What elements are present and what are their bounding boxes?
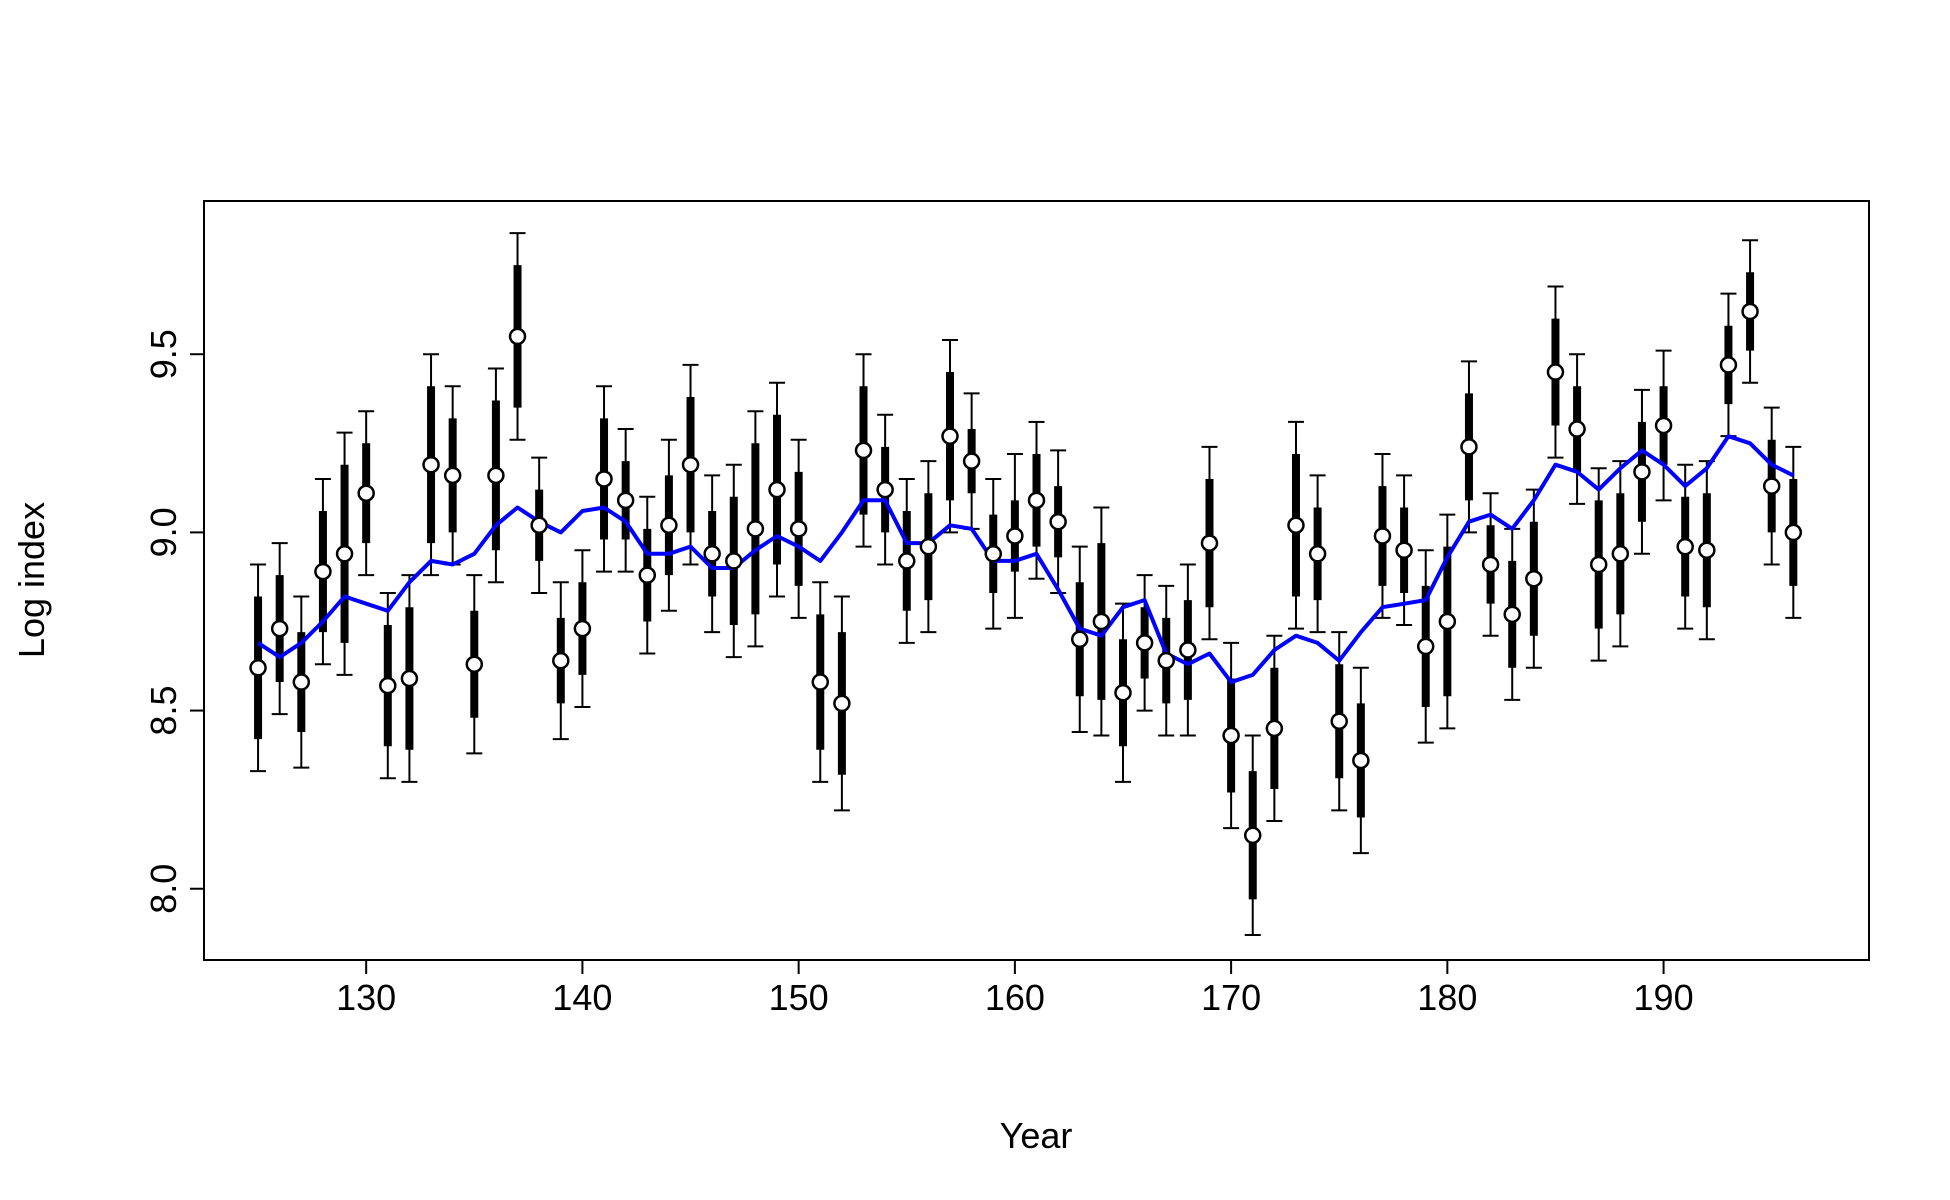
data-point (270, 619, 289, 638)
data-point (422, 455, 440, 474)
data-point (573, 619, 592, 638)
data-point (1416, 637, 1435, 656)
x-tick-label: 180 (1417, 977, 1477, 1018)
y-axis-label: Log index (11, 502, 52, 658)
data-point (335, 545, 354, 563)
data-point (1438, 612, 1457, 631)
data-point (465, 655, 484, 673)
data-point (811, 673, 830, 691)
data-point (660, 516, 678, 535)
data-point (898, 552, 916, 570)
data-point (1027, 491, 1046, 510)
data-point (1179, 641, 1197, 659)
data-point (854, 441, 873, 460)
data-point (1395, 541, 1413, 559)
data-point (487, 466, 505, 485)
data-point (530, 516, 548, 535)
data-point (703, 545, 721, 563)
y-tick-label: 9.0 (143, 507, 184, 557)
data-point (1070, 630, 1089, 649)
data-point (1157, 651, 1175, 670)
data-point (1092, 612, 1111, 631)
data-point (1222, 726, 1240, 745)
data-point (1481, 555, 1500, 574)
data-point (1287, 516, 1305, 535)
error-bars (250, 232, 1802, 937)
y-tick-label: 9.5 (143, 329, 184, 379)
y-tick-label: 8.5 (143, 686, 184, 736)
data-point (1719, 356, 1738, 374)
data-point (1676, 537, 1694, 556)
data-point (1654, 416, 1673, 435)
data-point (616, 491, 635, 510)
data-point (1373, 527, 1392, 545)
data-point (1049, 512, 1067, 531)
data-point (595, 470, 613, 488)
data-point (1589, 555, 1608, 574)
data-point (1611, 545, 1630, 563)
data-point (1006, 527, 1024, 545)
data-point (1741, 302, 1759, 321)
data-point (919, 537, 938, 556)
data-point (984, 545, 1003, 563)
data-point (1243, 826, 1262, 845)
data-point (1135, 634, 1154, 652)
data-point (962, 452, 981, 470)
data-point (746, 520, 765, 538)
data-point (292, 673, 311, 691)
data-point (768, 480, 786, 499)
x-tick-label: 160 (985, 977, 1045, 1018)
data-point (876, 480, 894, 499)
x-tick-label: 170 (1201, 977, 1261, 1018)
data-point (1460, 438, 1478, 456)
x-axis: 130 140 150 160 170 180 190 (336, 959, 1694, 1018)
data-point (1784, 523, 1803, 542)
data-point (1308, 545, 1327, 563)
x-tick-label: 190 (1634, 977, 1694, 1018)
data-point (1330, 712, 1348, 731)
data-point (1525, 569, 1543, 588)
x-tick-label: 140 (552, 977, 612, 1018)
x-tick-label: 150 (769, 977, 829, 1018)
data-point (508, 327, 527, 346)
data-point (941, 427, 959, 445)
fitted-line (257, 434, 1795, 685)
data-point (1546, 363, 1565, 381)
data-point (357, 484, 375, 502)
observed-points (249, 302, 1803, 845)
fitted-line-layer (257, 434, 1795, 685)
data-point (1265, 719, 1284, 738)
data-point (1114, 683, 1132, 702)
data-point (1352, 751, 1370, 770)
data-point (400, 669, 419, 688)
y-axis: 8.0 8.5 9.0 9.5 (143, 329, 204, 914)
x-tick-label: 130 (336, 977, 396, 1018)
data-point (725, 552, 743, 570)
data-point (789, 520, 808, 538)
data-point (379, 676, 397, 695)
data-point (1633, 463, 1651, 481)
y-tick-label: 8.0 (143, 864, 184, 914)
data-point (314, 562, 332, 581)
data-point (1762, 477, 1781, 495)
data-point (1200, 534, 1219, 552)
x-axis-label: Year (1000, 1115, 1073, 1156)
data-point (1698, 541, 1716, 559)
data-point (1568, 420, 1586, 438)
data-point (249, 659, 267, 677)
data-point (638, 566, 657, 584)
data-point (552, 651, 570, 670)
data-point (443, 466, 462, 485)
data-point (681, 455, 700, 474)
data-point (833, 694, 851, 713)
data-point (1503, 605, 1521, 624)
